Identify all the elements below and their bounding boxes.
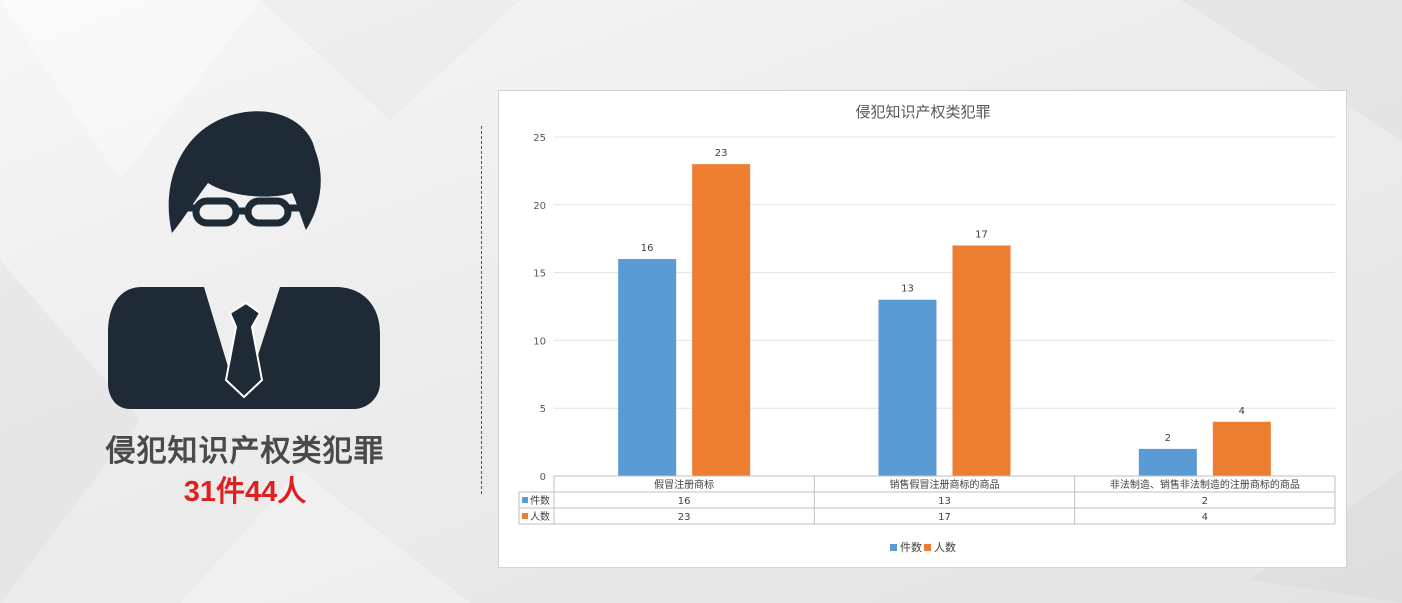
category-label: 非法制造、销售非法制造的注册商标的商品 <box>1110 478 1300 491</box>
data-label: 17 <box>975 229 988 240</box>
y-tick-label: 25 <box>533 133 546 144</box>
bar <box>1212 421 1271 476</box>
y-tick-label: 0 <box>540 472 546 483</box>
bar-chart: 侵犯知识产权类犯罪 0 5 10 15 20 25 16 23 13 17 2 4 假冒注册商标 销售… <box>518 103 1336 554</box>
dashed-divider <box>481 126 482 494</box>
y-tick-label: 20 <box>533 201 546 212</box>
bar <box>618 259 677 476</box>
legend-label: 件数 <box>900 541 922 554</box>
table-cell: 23 <box>678 512 691 523</box>
bars: 16 23 13 17 2 4 <box>618 148 1271 476</box>
data-label: 2 <box>1165 433 1171 444</box>
data-label: 16 <box>641 243 654 254</box>
bar <box>878 299 937 476</box>
businessman-avatar-icon <box>108 111 380 409</box>
left-panel-title: 侵犯知识产权类犯罪 <box>105 434 385 469</box>
y-tick-label: 5 <box>540 404 546 415</box>
y-tick-label: 10 <box>533 336 546 347</box>
table-series-key <box>522 497 528 503</box>
left-panel-count: 31件44人 <box>183 476 307 508</box>
chart-panel: 侵犯知识产权类犯罪 0 5 10 15 20 25 16 23 13 17 2 4 假冒注册商标 销售… <box>498 90 1347 568</box>
table-series-key <box>522 513 528 519</box>
table-series-name: 人数 <box>530 510 550 523</box>
category-label: 假冒注册商标 <box>654 478 714 491</box>
table-cell: 13 <box>938 496 951 507</box>
data-label: 4 <box>1239 406 1245 417</box>
table-cell: 17 <box>938 512 951 523</box>
bar <box>952 245 1011 476</box>
table-cell: 16 <box>678 496 691 507</box>
legend-swatch <box>890 544 897 551</box>
bar <box>1138 448 1197 476</box>
data-label: 23 <box>715 148 728 159</box>
chart-title: 侵犯知识产权类犯罪 <box>855 103 990 121</box>
bar <box>692 164 751 476</box>
y-tick-label: 15 <box>533 269 546 280</box>
data-label: 13 <box>901 284 914 295</box>
table-series-name: 件数 <box>530 494 550 507</box>
category-label: 销售假冒注册商标的商品 <box>890 478 1000 491</box>
legend-label: 人数 <box>934 541 956 554</box>
table-cell: 2 <box>1202 496 1208 507</box>
legend-swatch <box>924 544 931 551</box>
legend: 件数 人数 <box>890 541 956 554</box>
table-cell: 4 <box>1202 512 1208 523</box>
